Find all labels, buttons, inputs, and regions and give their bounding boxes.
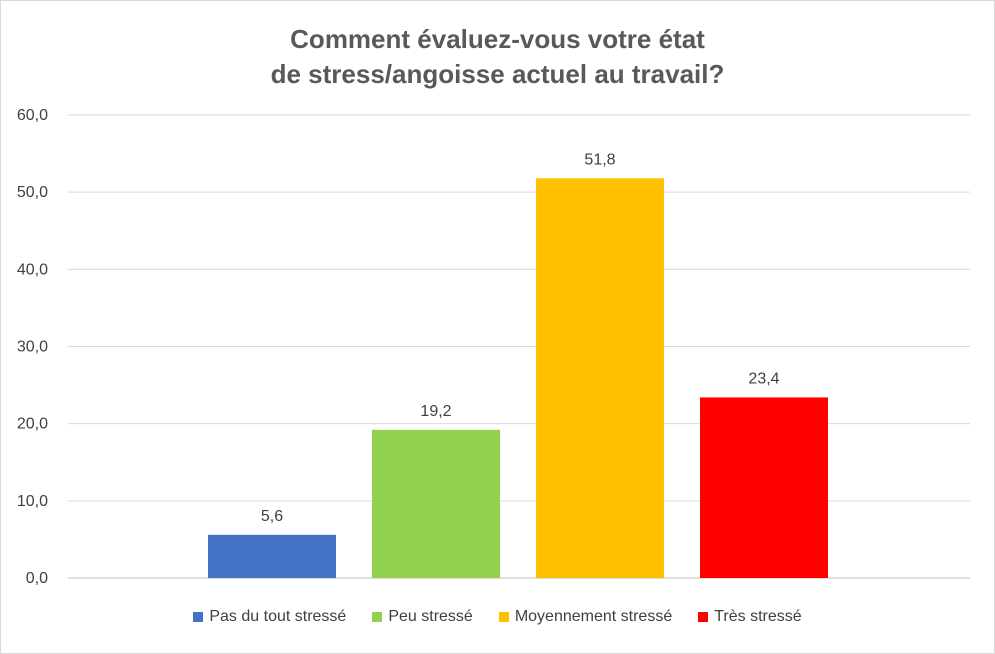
chart-title-line-2: de stress/angoisse actuel au travail? [270, 59, 725, 89]
data-label: 5,6 [261, 508, 283, 525]
y-tick-label: 40,0 [17, 261, 48, 278]
legend-item: Moyennement stressé [498, 608, 673, 626]
legend-label: Très stressé [714, 608, 802, 625]
legend-label: Peu stressé [388, 608, 473, 625]
chart-title: Comment évaluez-vous votre état de stres… [0, 22, 995, 92]
chart-title-line-1: Comment évaluez-vous votre état [290, 24, 705, 54]
y-tick-label: 60,0 [17, 107, 48, 124]
legend-item: Peu stressé [372, 608, 473, 626]
legend-swatch [193, 612, 204, 622]
y-tick-label: 20,0 [17, 416, 48, 433]
legend-swatch [498, 612, 509, 622]
data-label: 51,8 [584, 151, 615, 168]
legend-swatch [698, 612, 709, 622]
y-tick-label: 30,0 [17, 339, 48, 356]
y-tick-label: 10,0 [17, 493, 48, 510]
legend-item: Pas du tout stressé [193, 608, 346, 626]
legend-item: Très stressé [698, 608, 802, 626]
legend-label: Pas du tout stressé [209, 608, 347, 625]
data-label: 19,2 [420, 403, 451, 420]
data-label: 23,4 [748, 370, 779, 387]
y-tick-label: 50,0 [17, 184, 48, 201]
chart-legend: Pas du tout stressé Peu stressé Moyennemen… [0, 608, 995, 626]
bar [700, 397, 828, 578]
bar [208, 534, 336, 578]
bar [372, 429, 500, 578]
y-tick-label: 0,0 [26, 570, 48, 587]
bar [536, 178, 664, 578]
legend-swatch [372, 612, 383, 622]
legend-label: Moyennement stressé [514, 608, 673, 625]
